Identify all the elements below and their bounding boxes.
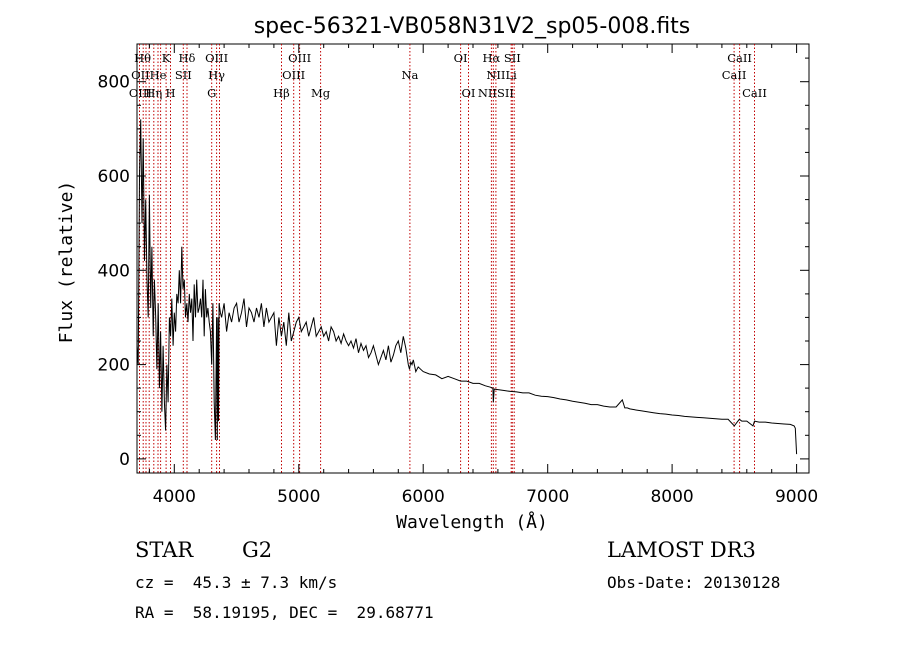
object-class: STAR bbox=[135, 538, 194, 562]
line-label-25: NIISII bbox=[478, 86, 514, 100]
x-tick-label-3: 7000 bbox=[526, 487, 569, 507]
x-tick-label-0: 4000 bbox=[153, 487, 196, 507]
line-label-8: CaII bbox=[727, 51, 752, 65]
line-label-11: SII bbox=[175, 68, 192, 82]
line-label-15: NII bbox=[486, 68, 505, 82]
line-label-1: K bbox=[162, 51, 171, 65]
line-label-0: Hθ bbox=[134, 51, 151, 65]
line-label-9: OII bbox=[131, 68, 150, 82]
y-axis-label: Flux (relative) bbox=[56, 181, 77, 344]
line-label-16: Li bbox=[506, 68, 518, 82]
line-label-21: G bbox=[207, 86, 216, 100]
x-tick-label-5: 9000 bbox=[775, 487, 818, 507]
redshift-velocity: cz = 45.3 ± 7.3 km/s bbox=[135, 573, 338, 592]
sky-coordinates: RA = 58.19195, DEC = 29.68771 bbox=[135, 603, 434, 622]
line-label-12: Hγ bbox=[208, 68, 225, 82]
observation-date: Obs-Date: 20130128 bbox=[607, 573, 781, 592]
y-tick-label-3: 600 bbox=[98, 167, 130, 187]
x-tick-label-2: 6000 bbox=[402, 487, 445, 507]
y-tick-label-4: 800 bbox=[98, 73, 130, 93]
x-tick-label-4: 8000 bbox=[650, 487, 693, 507]
line-label-6: Hα bbox=[483, 51, 501, 65]
spectrum-line bbox=[136, 119, 798, 455]
line-label-13: OIII bbox=[282, 68, 305, 82]
line-label-4: OIII bbox=[288, 51, 311, 65]
plot-frame bbox=[136, 43, 810, 474]
line-label-23: Mg bbox=[311, 86, 331, 100]
x-axis-label: Wavelength (Å) bbox=[396, 511, 548, 533]
line-label-18: OIII bbox=[129, 86, 152, 100]
y-tick-label-2: 400 bbox=[98, 261, 130, 281]
object-subclass: G2 bbox=[242, 538, 273, 562]
y-tick-label-0: 0 bbox=[119, 450, 130, 470]
line-label-2: Hδ bbox=[179, 51, 196, 65]
line-label-10: He bbox=[150, 68, 167, 82]
y-tick-label-1: 200 bbox=[98, 356, 130, 376]
line-label-5: OI bbox=[454, 51, 468, 65]
chart-title: spec-56321-VB058N31V2_sp05-008.fits bbox=[254, 14, 691, 39]
line-label-7: SII bbox=[504, 51, 521, 65]
x-axis: 4000 5000 6000 7000 8000 9000 bbox=[148, 44, 818, 507]
x-tick-label-1: 5000 bbox=[277, 487, 320, 507]
line-label-24: OI bbox=[462, 86, 476, 100]
line-label-14: Na bbox=[401, 68, 418, 82]
line-label-19: Hη bbox=[145, 86, 162, 100]
survey-name: LAMOST DR3 bbox=[607, 538, 756, 562]
line-label-22: Hβ bbox=[273, 86, 290, 100]
spectral-line-markers bbox=[139, 44, 755, 473]
line-label-20: H bbox=[165, 86, 175, 100]
y-axis: 0 200 400 600 800 bbox=[98, 57, 809, 470]
line-label-3: OIII bbox=[205, 51, 228, 65]
line-label-17: CaII bbox=[722, 68, 747, 82]
line-label-26: CaII bbox=[742, 86, 767, 100]
